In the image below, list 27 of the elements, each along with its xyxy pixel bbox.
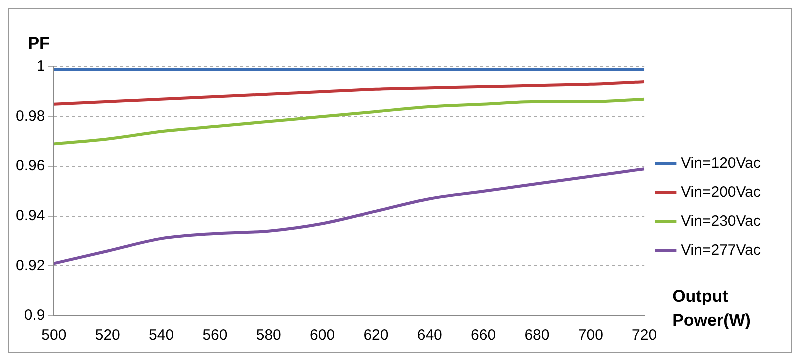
x-tick-label: 500 — [42, 327, 67, 344]
y-axis-title: PF — [28, 34, 50, 54]
x-tick-label: 720 — [632, 327, 658, 344]
x-tick-label: 540 — [149, 327, 174, 344]
y-tick-label: 0.9 — [24, 307, 46, 324]
line-series — [54, 80, 645, 106]
legend-label: Vin=120Vac — [681, 155, 762, 172]
y-tick-label: 0.98 — [16, 108, 46, 125]
x-axis-title: Output Power(W) — [672, 287, 751, 330]
x-tick-label: 680 — [524, 327, 550, 344]
x-tick-label: 520 — [95, 327, 120, 344]
y-tick-label: 0.94 — [16, 208, 46, 225]
legend-label: Vin=277Vac — [681, 242, 762, 260]
x-tick-label: 560 — [202, 327, 228, 344]
y-tick-label: 0.96 — [16, 158, 46, 175]
x-tick-label: 600 — [310, 327, 336, 344]
x-tick-label: 580 — [256, 327, 282, 344]
x-tick-label: 660 — [471, 327, 496, 344]
x-tick-label: 700 — [578, 327, 604, 344]
y-tick-label: 1 — [36, 58, 46, 76]
legend-label: Vin=200Vac — [681, 184, 762, 202]
line-series — [54, 98, 645, 146]
line-series — [54, 168, 645, 266]
x-tick-label: 620 — [364, 327, 389, 344]
x-tick-label: 640 — [417, 327, 442, 344]
y-tick-label: 0.92 — [16, 257, 46, 274]
legend-label: Vin=230Vac — [681, 213, 762, 230]
